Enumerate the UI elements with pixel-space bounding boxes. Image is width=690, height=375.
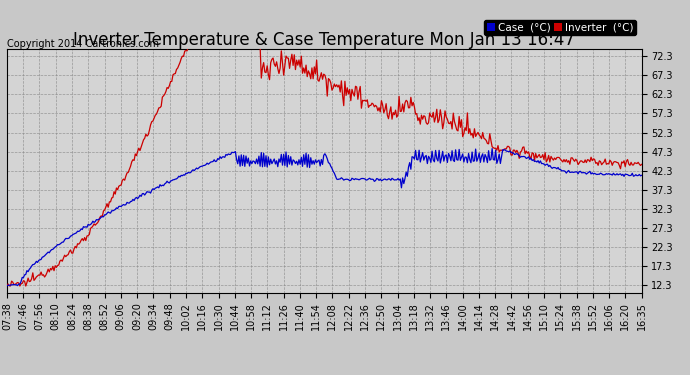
Text: Copyright 2014 Cartronics.com: Copyright 2014 Cartronics.com [7, 39, 159, 49]
Title: Inverter Temperature & Case Temperature Mon Jan 13 16:47: Inverter Temperature & Case Temperature … [73, 31, 575, 49]
Legend: Case  (°C), Inverter  (°C): Case (°C), Inverter (°C) [484, 20, 636, 35]
